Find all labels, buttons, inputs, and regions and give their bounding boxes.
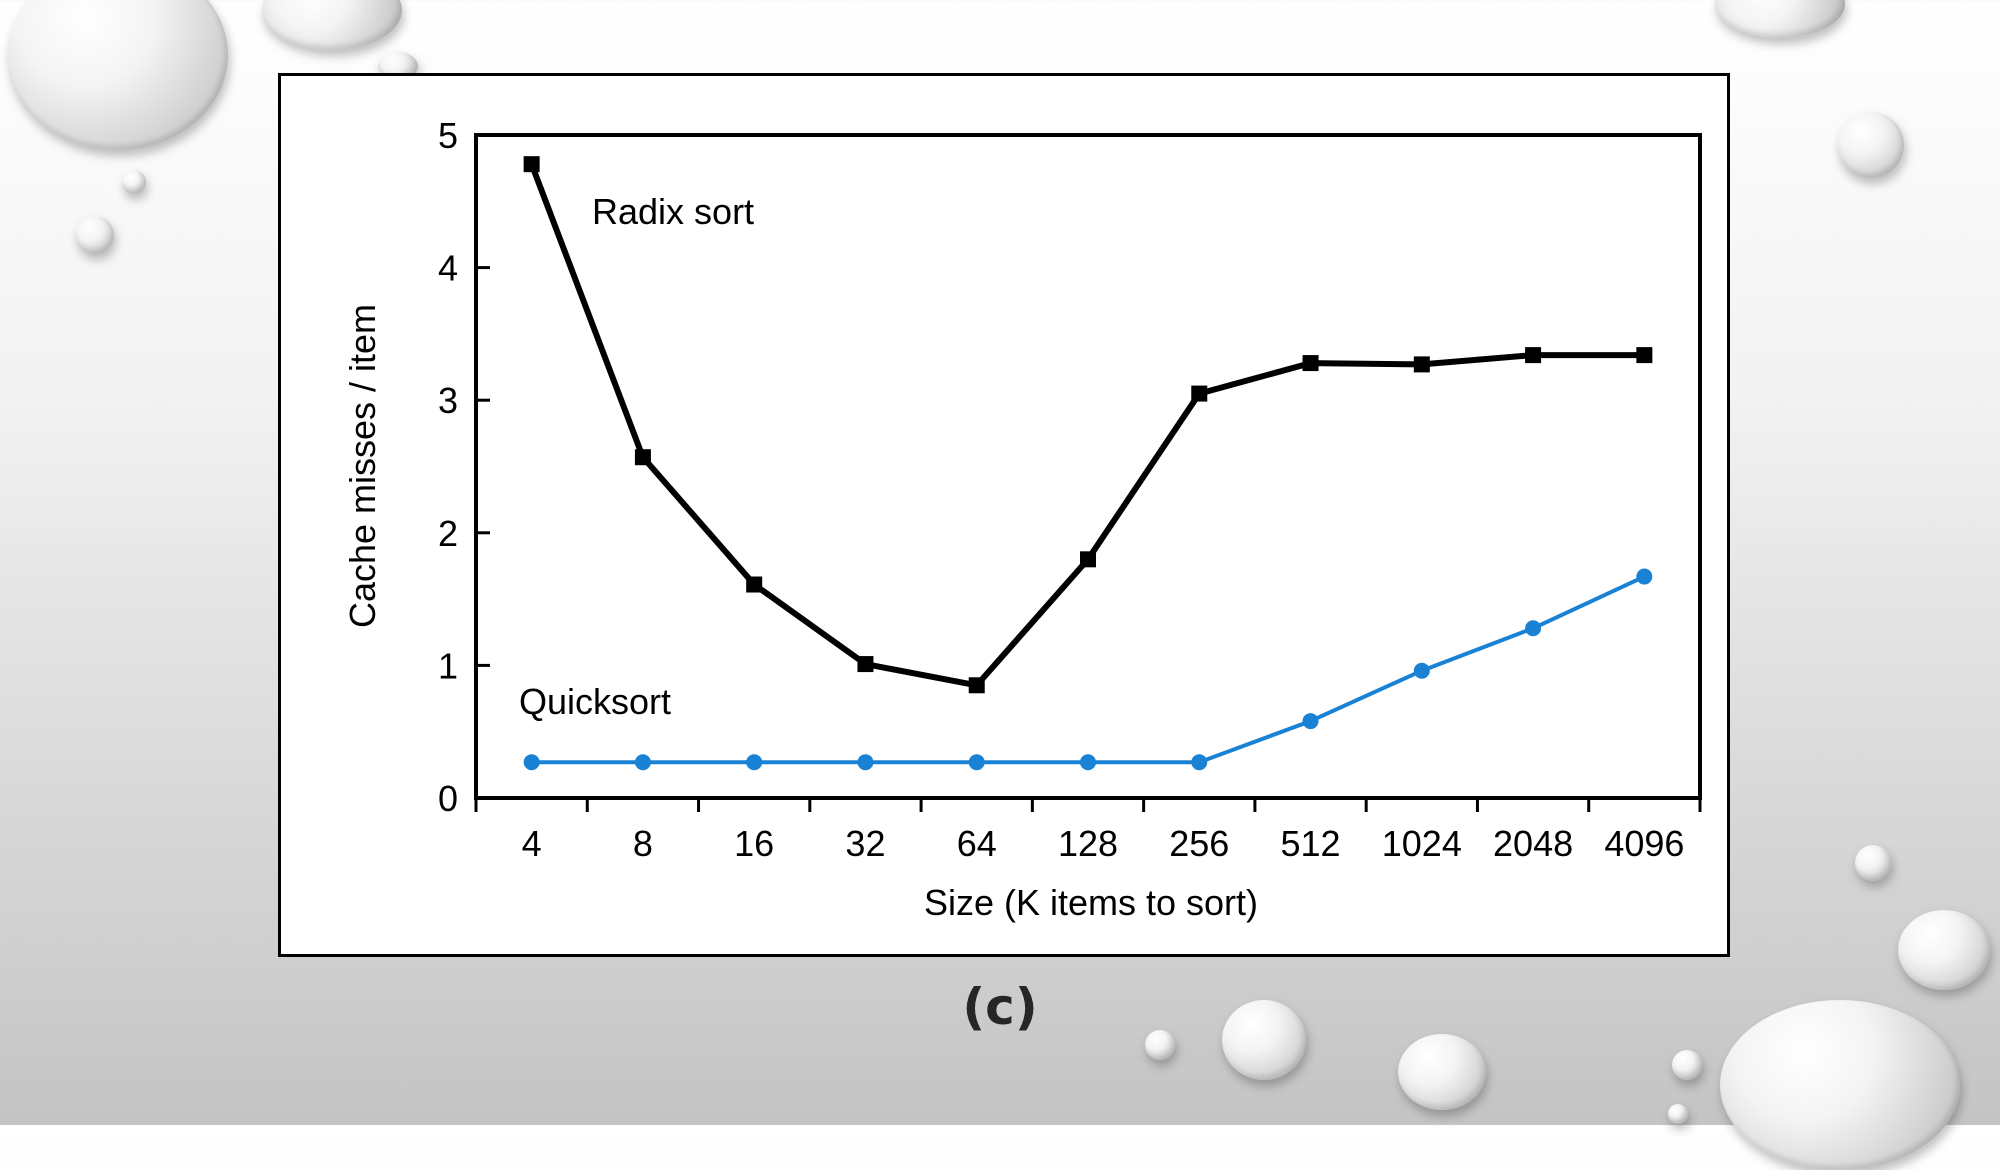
water-drop-decoration [1715,0,1845,38]
data-point-radix [1413,356,1430,373]
water-drop-decoration [122,170,146,194]
x-tick-label: 256 [1169,823,1229,864]
water-drop-decoration [1838,112,1904,178]
data-point-radix [746,576,763,593]
y-tick-label: 1 [438,645,458,686]
series-label-radix: Radix sort [592,191,754,232]
water-drop-decoration [1145,1030,1175,1060]
water-drop-decoration [1898,910,1990,990]
x-axis: 4 8 16 32 64 128 256 512 1024 2048 4096 [474,798,1702,864]
data-point-radix [1636,347,1653,364]
data-point-quicksort [857,754,874,771]
plot-area [474,133,1702,800]
data-point-quicksort [523,754,540,771]
water-drop-decoration [1398,1034,1486,1110]
data-point-radix [1525,347,1542,364]
x-axis-label: Size (K items to sort) [924,882,1258,923]
x-tick-label: 512 [1281,823,1341,864]
data-point-quicksort [1636,568,1653,585]
y-tick-label: 0 [438,778,458,819]
data-point-radix [634,449,651,466]
x-tick-label: 2048 [1493,823,1573,864]
x-tick-label: 4 [522,823,542,864]
line-chart: 0 1 2 3 4 5 4 8 16 32 64 128 256 512 1024 2048 4096 Rad… [342,115,1702,923]
y-axis-label: Cache misses / item [342,304,383,628]
data-point-radix [968,677,985,694]
data-point-quicksort [1302,713,1319,730]
data-point-radix [1191,385,1208,402]
data-point-radix [1080,551,1096,568]
water-drop-decoration [76,216,114,254]
water-drop-decoration [8,0,228,150]
chart-panel: 0 1 2 3 4 5 4 8 16 32 64 128 256 512 1024 2048 4096 Rad… [278,73,1730,957]
data-point-radix [523,156,540,173]
water-drop-decoration [1222,1000,1306,1080]
x-tick-label: 64 [957,823,997,864]
y-tick-label: 3 [438,380,458,421]
y-tick-label: 5 [438,115,458,156]
data-point-quicksort [1525,620,1542,637]
figure-caption: (c) [962,978,1038,1036]
y-axis: 0 1 2 3 4 5 [438,115,490,819]
x-tick-label: 4096 [1604,823,1684,864]
series-label-quicksort: Quicksort [519,681,671,722]
y-tick-label: 4 [438,248,458,289]
data-point-quicksort [1191,754,1208,771]
data-point-quicksort [1413,662,1430,679]
x-tick-label: 128 [1058,823,1118,864]
x-tick-label: 16 [734,823,774,864]
x-tick-label: 32 [845,823,885,864]
x-tick-label: 8 [633,823,653,864]
series-layer [523,156,1653,771]
water-drop-decoration [1668,1104,1688,1124]
data-point-quicksort [746,754,763,771]
data-point-radix [857,656,874,673]
data-point-quicksort [634,754,651,771]
data-point-radix [1302,355,1319,372]
water-drop-decoration [262,0,402,50]
water-drop-decoration [1855,845,1891,881]
data-point-quicksort [1080,754,1096,771]
water-drop-decoration [1672,1050,1702,1080]
data-point-quicksort [968,754,985,771]
y-tick-label: 2 [438,513,458,554]
x-tick-label: 1024 [1382,823,1462,864]
